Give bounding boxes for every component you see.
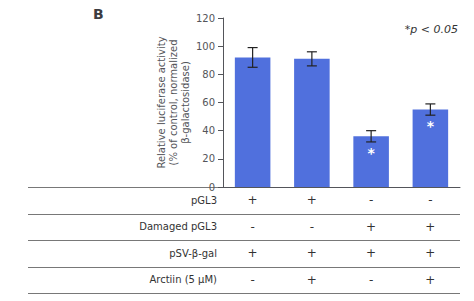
svg-text:+: + [425, 246, 435, 260]
svg-text:β-galactosidase): β-galactosidase) [180, 61, 191, 144]
svg-text:-: - [369, 273, 373, 287]
svg-text:+: + [366, 220, 376, 234]
svg-text:*: * [367, 145, 375, 161]
svg-text:+: + [307, 246, 317, 260]
svg-text:-: - [310, 220, 314, 234]
svg-text:+: + [307, 193, 317, 207]
svg-text:+: + [248, 246, 258, 260]
svg-text:80: 80 [202, 69, 215, 80]
svg-text:Relative luciferase activity: Relative luciferase activity [156, 36, 167, 168]
svg-text:-: - [369, 193, 373, 207]
svg-text:*p < 0.05: *p < 0.05 [405, 23, 458, 36]
svg-text:Arctiin (5 μM): Arctiin (5 μM) [149, 274, 217, 285]
svg-text:100: 100 [196, 41, 215, 52]
svg-text:120: 120 [196, 13, 215, 24]
svg-text:*: * [427, 118, 435, 134]
svg-text:B: B [93, 6, 104, 22]
svg-text:20: 20 [202, 153, 215, 164]
svg-text:-: - [250, 220, 254, 234]
svg-text:+: + [307, 273, 317, 287]
svg-text:-: - [250, 273, 254, 287]
svg-text:+: + [425, 273, 435, 287]
svg-text:Damaged pGL3: Damaged pGL3 [139, 221, 217, 232]
svg-text:-: - [428, 193, 432, 207]
svg-text:+: + [366, 246, 376, 260]
svg-text:(% of control, normalized: (% of control, normalized [168, 40, 179, 166]
svg-text:40: 40 [202, 125, 215, 136]
svg-text:0: 0 [209, 182, 215, 193]
svg-text:pGL3: pGL3 [191, 195, 217, 206]
svg-text:+: + [248, 193, 258, 207]
svg-text:+: + [425, 220, 435, 234]
svg-text:60: 60 [202, 97, 215, 108]
svg-text:pSV-β-gal: pSV-β-gal [169, 248, 217, 259]
